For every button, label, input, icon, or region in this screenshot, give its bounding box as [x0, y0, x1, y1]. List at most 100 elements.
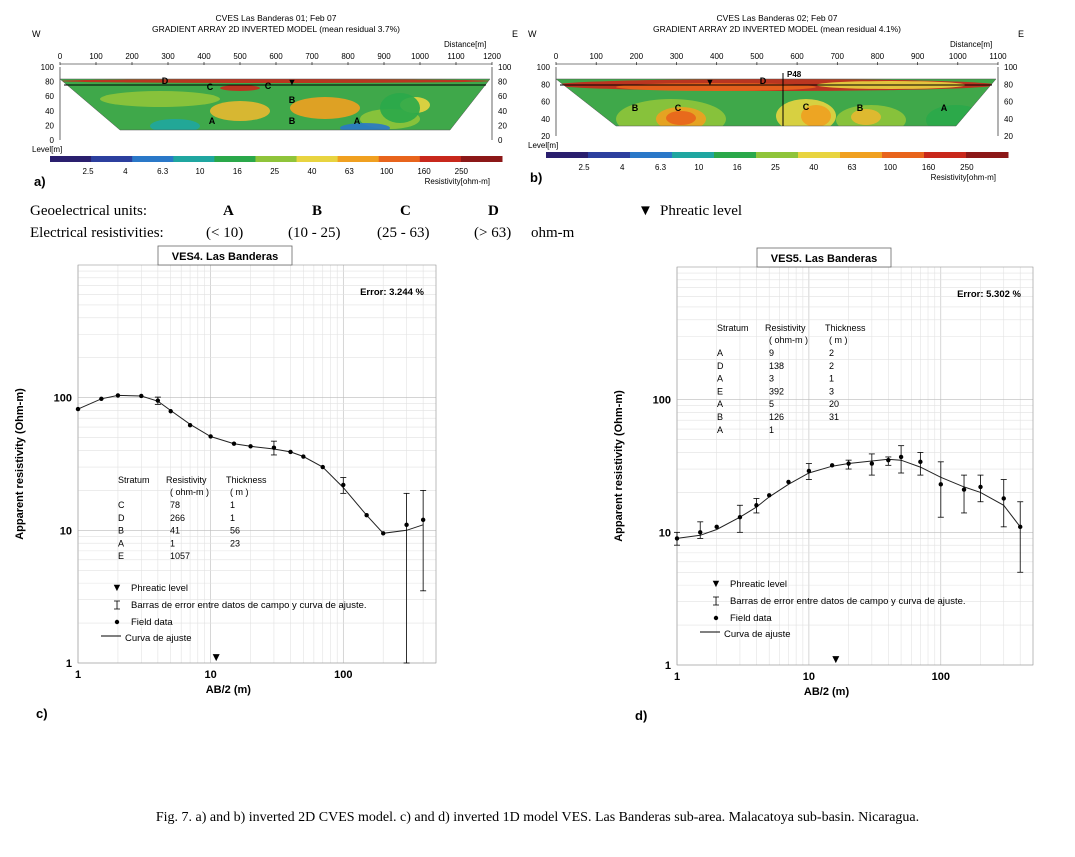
field-data-point — [139, 393, 144, 399]
y-tick-label: 100 — [54, 393, 72, 405]
y-tick-label-left: 40 — [541, 115, 550, 124]
color-bar-swatch — [91, 156, 133, 162]
x-tick-label: 700 — [831, 52, 845, 61]
resistivity-label: Resistivity[ohm-m] — [931, 173, 996, 182]
table-cell: 138 — [769, 361, 784, 371]
color-bar-swatch — [460, 156, 503, 162]
table-header: Thickness — [226, 475, 267, 485]
y-tick-label-right: 40 — [498, 107, 507, 116]
table-cell: E — [717, 386, 723, 396]
table-header: Stratum — [717, 323, 749, 333]
color-bar-swatch — [714, 152, 757, 158]
table-cell: 9 — [769, 348, 774, 358]
field-data-point — [674, 536, 680, 541]
resistivity-blob — [60, 79, 490, 83]
x-tick-label: 100 — [334, 669, 352, 681]
x-tick-label: 0 — [554, 52, 559, 61]
section-title: CVES Las Banderas 02; Feb 07 — [717, 13, 838, 23]
table-cell: 31 — [829, 412, 839, 422]
phreatic-marker: ▼ — [706, 77, 715, 87]
panel-letter: b) — [530, 170, 542, 185]
unit-label: D — [760, 76, 767, 86]
color-bar-swatch — [798, 152, 841, 158]
color-bar-tick: 25 — [270, 167, 279, 176]
field-data-point — [698, 530, 703, 535]
phreatic-marker: ▼ — [288, 77, 297, 87]
section-outline — [555, 78, 997, 127]
color-bar-tick: 63 — [345, 167, 354, 176]
resistivity-blob — [150, 119, 200, 130]
x-tick-label: 900 — [377, 52, 391, 61]
distance-label: Distance[m] — [444, 40, 486, 49]
field-data-point — [271, 445, 277, 450]
x-tick-label: 10 — [205, 669, 217, 681]
east-label: E — [512, 29, 518, 39]
resistivity-blob — [801, 105, 831, 126]
color-bar-tick: 100 — [884, 163, 898, 172]
phreatic-marker: ▼ — [210, 650, 222, 664]
section-body — [556, 79, 996, 126]
x-tick-label: 1000 — [949, 52, 967, 61]
unit-d: D — [488, 203, 499, 219]
color-bar-tick: 63 — [848, 163, 857, 172]
field-data-point — [231, 441, 237, 446]
x-tick-label: 200 — [630, 52, 644, 61]
legend-phreatic-label: Phreatic level — [730, 579, 787, 590]
color-bar-tick: 250 — [960, 163, 974, 172]
field-data-point — [320, 464, 325, 470]
x-tick-label: 300 — [670, 52, 684, 61]
field-data-point — [404, 522, 409, 528]
resistivity-blob — [220, 85, 260, 91]
color-bar-tick: 40 — [809, 163, 818, 172]
field-data-point — [288, 449, 293, 455]
units-row-label: Geoelectrical units: — [30, 203, 148, 219]
y-tick-label-left: 80 — [541, 80, 550, 89]
color-bar-tick: 2.5 — [578, 163, 590, 172]
field-data-point — [766, 493, 772, 498]
level-label: Level[m] — [32, 145, 62, 154]
field-data-point — [846, 461, 851, 466]
x-tick-label: 800 — [871, 52, 885, 61]
field-data-point — [1018, 524, 1023, 530]
color-bar-tick: 4 — [123, 167, 128, 176]
x-tick-label: 900 — [911, 52, 925, 61]
color-bar-tick: 4 — [620, 163, 625, 172]
table-cell: 23 — [230, 538, 240, 548]
table-cell: 1057 — [170, 551, 190, 561]
color-bar-tick: 250 — [455, 167, 469, 176]
table-cell: 1 — [829, 374, 834, 384]
section-body — [60, 79, 490, 130]
x-tick-label: 1100 — [989, 52, 1007, 61]
resistivities-row-label: Electrical resistivities: — [30, 225, 164, 241]
color-bar-tick: 16 — [733, 163, 742, 172]
level-label: Level[m] — [528, 141, 558, 150]
resistivity-blob — [926, 105, 986, 126]
x-tick-label: 10 — [803, 671, 815, 683]
y-tick-label-left: 100 — [537, 63, 551, 72]
unit-label: D — [162, 76, 169, 86]
unit-b: B — [312, 203, 323, 219]
resistivity-label: Resistivity[ohm-m] — [425, 177, 490, 186]
phreatic-label: Phreatic level — [660, 203, 743, 219]
field-data-point — [886, 457, 891, 463]
west-label: W — [528, 29, 537, 39]
x-tick-label: 1 — [75, 669, 81, 681]
color-bar-swatch — [419, 156, 462, 162]
table-cell: A — [717, 348, 723, 358]
error-text: Error: 5.302 % — [957, 289, 1021, 300]
error-text: Error: 3.244 % — [360, 287, 424, 298]
table-header: Resistivity — [166, 475, 207, 485]
field-data-point — [938, 482, 944, 487]
panel-letter: d) — [635, 708, 647, 723]
table-cell: A — [717, 399, 723, 409]
x-tick-label: 1100 — [447, 52, 465, 61]
table-cell: 56 — [230, 526, 240, 536]
table-cell: 266 — [170, 513, 185, 523]
field-data-point — [301, 454, 306, 459]
x-tick-label: 300 — [161, 52, 175, 61]
field-data-point — [786, 479, 791, 485]
y-tick-label: 100 — [653, 395, 671, 407]
field-data-point — [381, 531, 386, 536]
unit-label: C — [675, 103, 682, 113]
